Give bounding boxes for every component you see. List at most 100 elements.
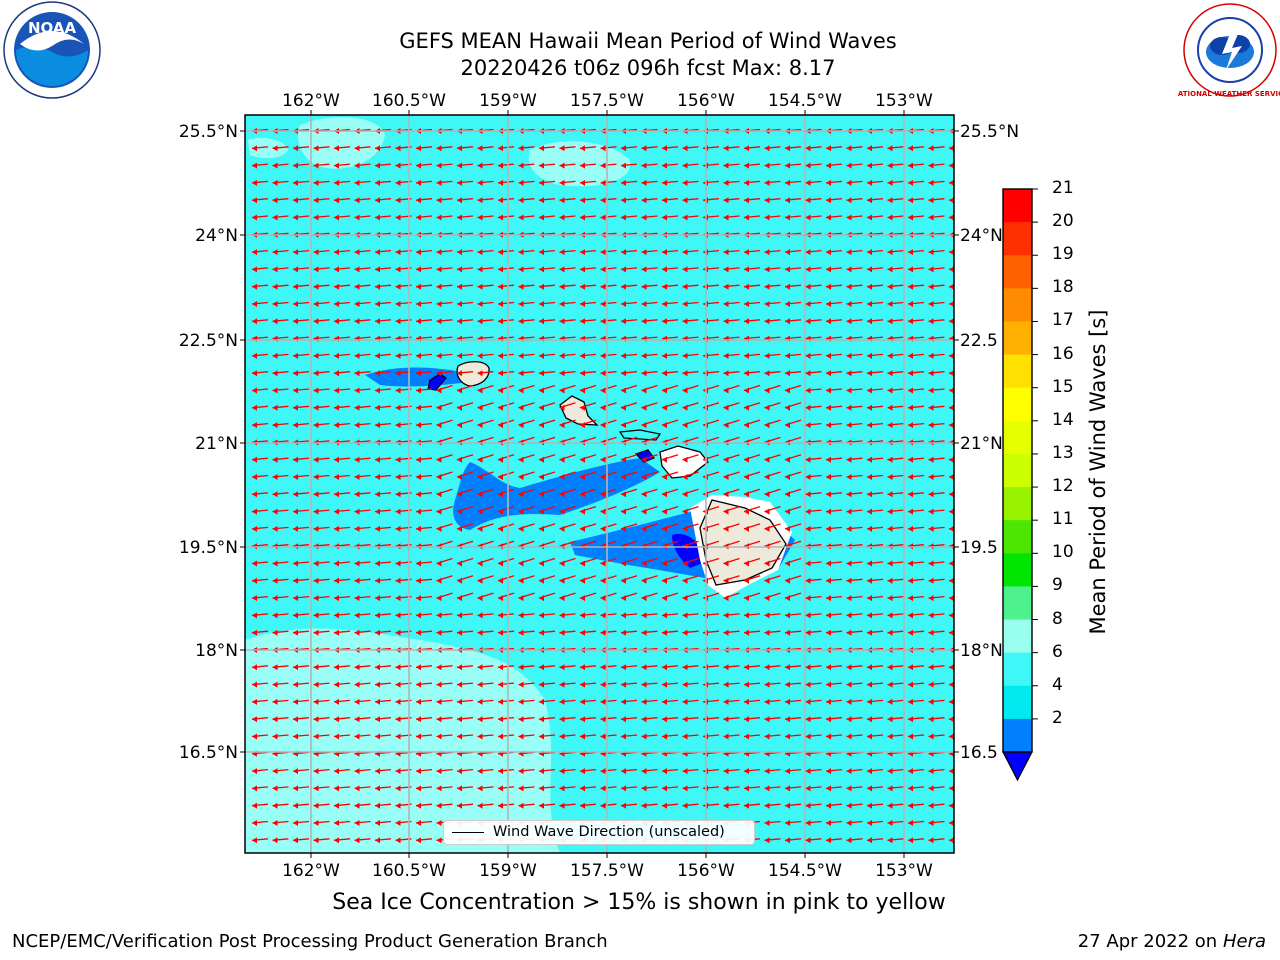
direction-arrowhead bbox=[313, 629, 319, 636]
direction-arrowhead bbox=[498, 179, 503, 186]
direction-arrowhead bbox=[436, 716, 442, 723]
direction-arrowhead bbox=[682, 664, 688, 671]
direction-arrowhead bbox=[580, 595, 585, 602]
direction-arrowhead bbox=[580, 768, 585, 775]
direction-arrowhead bbox=[621, 560, 626, 567]
direction-arrow bbox=[847, 873, 863, 875]
direction-arrowhead bbox=[928, 283, 934, 290]
direction-arrowhead bbox=[272, 664, 278, 671]
direction-arrowhead bbox=[949, 820, 954, 826]
direction-arrowhead bbox=[682, 802, 688, 809]
direction-arrowhead bbox=[293, 716, 298, 723]
direction-arrowhead bbox=[416, 249, 421, 256]
direction-arrowhead bbox=[867, 214, 872, 221]
direction-arrow bbox=[662, 856, 678, 858]
direction-arrowhead bbox=[436, 197, 442, 204]
direction-arrowhead bbox=[539, 872, 544, 878]
direction-arrowhead bbox=[682, 404, 688, 411]
direction-arrowhead bbox=[498, 629, 503, 636]
map-axis-labels: 162°W 162°W 160.5°W 160.5°W 159°W 159°W 157.5°… bbox=[179, 91, 1019, 881]
direction-arrowhead bbox=[682, 301, 688, 307]
direction-arrowhead bbox=[600, 629, 606, 636]
direction-arrowhead bbox=[805, 179, 811, 186]
direction-arrowhead bbox=[949, 491, 954, 498]
direction-arrowhead bbox=[313, 266, 319, 273]
direction-arrowhead bbox=[395, 595, 401, 602]
direction-arrow bbox=[765, 856, 781, 858]
direction-arrowhead bbox=[334, 785, 339, 792]
direction-arrowhead bbox=[826, 474, 831, 480]
direction-arrowhead bbox=[313, 785, 319, 792]
direction-arrowhead bbox=[908, 698, 913, 705]
direction-arrowhead bbox=[641, 733, 647, 740]
direction-arrowhead bbox=[498, 214, 503, 221]
direction-arrowhead bbox=[354, 612, 360, 619]
direction-arrowhead bbox=[375, 681, 380, 688]
direction-arrowhead bbox=[272, 577, 278, 584]
map-gridlines bbox=[245, 115, 954, 853]
direction-arrowhead bbox=[887, 301, 893, 307]
direction-arrowhead bbox=[354, 352, 360, 359]
direction-arrowhead bbox=[949, 214, 954, 221]
direction-arrowhead bbox=[252, 785, 257, 792]
direction-arrowhead bbox=[641, 318, 647, 325]
direction-arrowhead bbox=[641, 716, 647, 723]
direction-arrowhead bbox=[867, 595, 872, 602]
direction-arrowhead bbox=[928, 197, 934, 204]
direction-arrowhead bbox=[949, 162, 954, 169]
direction-arrowhead bbox=[600, 370, 606, 377]
direction-arrowhead bbox=[621, 768, 626, 775]
direction-arrowhead bbox=[293, 474, 298, 480]
direction-arrowhead bbox=[272, 733, 278, 740]
direction-arrowhead bbox=[928, 456, 934, 463]
direction-arrowhead bbox=[580, 802, 585, 809]
direction-arrowhead bbox=[621, 404, 626, 411]
direction-arrow bbox=[642, 856, 658, 858]
colorbar-tick-label: 12 bbox=[1052, 476, 1074, 497]
direction-arrowhead bbox=[621, 197, 626, 204]
direction-arrowhead bbox=[785, 370, 790, 377]
direction-arrowhead bbox=[559, 698, 565, 705]
direction-arrowhead bbox=[580, 422, 585, 429]
direction-arrowhead bbox=[600, 698, 606, 705]
direction-arrowhead bbox=[293, 456, 298, 463]
direction-arrowhead bbox=[559, 283, 565, 290]
direction-arrowhead bbox=[539, 266, 544, 273]
direction-arrowhead bbox=[457, 785, 462, 792]
direction-arrowhead bbox=[436, 387, 442, 394]
direction-arrowhead bbox=[334, 560, 339, 567]
direction-arrowhead bbox=[805, 474, 811, 480]
direction-arrowhead bbox=[826, 768, 831, 775]
direction-arrowhead bbox=[928, 716, 934, 723]
direction-arrowhead bbox=[416, 422, 421, 429]
lon-label-top: 153°W bbox=[875, 91, 933, 111]
direction-arrow bbox=[519, 856, 535, 858]
direction-arrowhead bbox=[682, 249, 688, 256]
direction-arrowhead bbox=[949, 837, 954, 844]
direction-arrowhead bbox=[252, 145, 257, 152]
direction-arrowhead bbox=[928, 612, 934, 619]
direction-arrowhead bbox=[846, 318, 852, 325]
island-maui bbox=[659, 445, 709, 479]
direction-arrowhead bbox=[662, 266, 667, 273]
colorbar-segment bbox=[1003, 520, 1032, 554]
direction-arrowhead bbox=[764, 283, 770, 290]
direction-arrowhead bbox=[436, 370, 442, 377]
direction-arrowhead bbox=[518, 474, 524, 480]
direction-arrowhead bbox=[785, 577, 790, 584]
direction-arrow bbox=[929, 856, 945, 858]
direction-arrowhead bbox=[662, 681, 667, 688]
direction-arrowhead bbox=[764, 179, 770, 186]
direction-arrowhead bbox=[395, 318, 401, 325]
direction-arrowhead bbox=[498, 612, 503, 619]
direction-arrow bbox=[724, 856, 740, 858]
direction-arrowhead bbox=[826, 214, 831, 221]
direction-arrowhead bbox=[313, 820, 319, 826]
direction-arrowhead bbox=[272, 491, 278, 498]
direction-arrowhead bbox=[272, 820, 278, 826]
direction-arrowhead bbox=[928, 179, 934, 186]
direction-arrowhead bbox=[867, 681, 872, 688]
direction-arrowhead bbox=[457, 214, 462, 221]
direction-arrowhead bbox=[498, 422, 503, 429]
direction-arrowhead bbox=[723, 197, 729, 204]
